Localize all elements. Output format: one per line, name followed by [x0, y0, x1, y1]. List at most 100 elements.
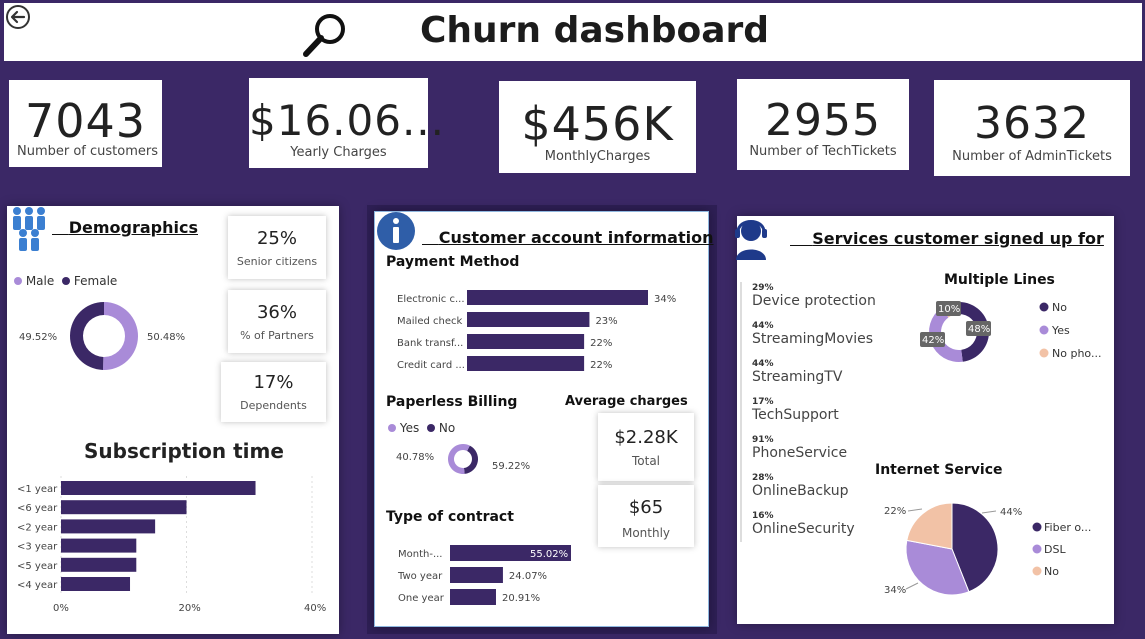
- avg-total-label: Total: [631, 454, 661, 468]
- paperless-donut-chart: 40.78% 59.22%: [396, 444, 530, 474]
- demographics-title: Demographics: [52, 218, 198, 237]
- data-label: 22%: [590, 360, 612, 371]
- data-label: 22%: [590, 338, 612, 349]
- chart-bar: [61, 538, 137, 553]
- legend-dot: [1039, 302, 1049, 312]
- data-label: 34%: [654, 294, 676, 305]
- chart-bar: [467, 356, 585, 371]
- kpi-value: 2955: [765, 95, 881, 146]
- category-label: Electronic c...: [397, 294, 465, 305]
- slice-label-yes: 42%: [922, 335, 944, 346]
- chart-bar: [450, 567, 503, 583]
- category-label: <1 year: [17, 484, 58, 495]
- demographics-title-text: Demographics: [68, 218, 198, 237]
- multiple-lines-donut-chart: 48% 42% 10% No Yes No pho...: [920, 301, 1101, 362]
- chart-slice: [906, 502, 953, 550]
- legend-dot: [14, 277, 22, 285]
- legend-label: No: [1044, 565, 1059, 578]
- label-bg: [966, 321, 991, 336]
- avg-charges-title: Average charges: [565, 394, 688, 409]
- service-pct: 29%: [752, 283, 774, 293]
- category-label: <3 year: [17, 542, 58, 553]
- chart-slice: [905, 539, 970, 596]
- stat-value: 36%: [256, 302, 297, 323]
- chart-slice: [448, 444, 470, 474]
- category-label: Month-...: [398, 549, 443, 560]
- kpi-label: Number of customers: [17, 144, 159, 159]
- tick-label: 20%: [179, 603, 201, 614]
- contract-title: Type of contract: [386, 509, 514, 525]
- kpi-yearly-charges: $16.06... Yearly Charges: [249, 78, 444, 168]
- legend-dot: [1032, 544, 1042, 554]
- services-title-text: Services customer signed up for: [812, 229, 1104, 248]
- subscription-bar-chart: <1 year <6 year <2 year <3 year <5 year <4 ye…: [17, 476, 326, 614]
- account-title: Customer account information: [422, 228, 714, 247]
- chart-bar: [61, 481, 256, 495]
- chart-slice: [959, 302, 990, 362]
- chart-bar: [467, 312, 590, 327]
- back-arrow-icon: [6, 5, 30, 29]
- chart-bar: [450, 545, 571, 561]
- stat-card-senior: 25% Senior citizens: [228, 216, 326, 279]
- slice-label-yes: 59.22%: [492, 461, 530, 472]
- internet-title: Internet Service: [875, 462, 1003, 478]
- legend-no[interactable]: No: [438, 421, 456, 435]
- slice-label-male: 50.48%: [147, 332, 185, 343]
- chart-bar: [450, 589, 496, 605]
- legend-female[interactable]: Female: [73, 274, 118, 288]
- stat-value: 17%: [253, 372, 294, 393]
- page-title: Churn dashboard: [420, 10, 770, 51]
- kpi-admin-tickets: 3632 Number of AdminTickets: [934, 80, 1130, 176]
- legend-label: No: [1052, 301, 1067, 314]
- leader-line: [905, 582, 919, 590]
- info-icon: [377, 212, 415, 250]
- chart-slice: [951, 502, 999, 593]
- chart-bar: [61, 519, 156, 534]
- kpi-customers: 7043 Number of customers: [9, 80, 162, 167]
- contract-bar-chart: Month-... 55.02% Two year 24.07% One year 20.…: [397, 545, 571, 605]
- service-name: PhoneService: [752, 445, 848, 461]
- legend-male[interactable]: Male: [25, 274, 55, 288]
- service-item: 28% OnlineBackup: [752, 473, 876, 511]
- legend-dot: [1032, 522, 1042, 532]
- kpi-value: $456K: [521, 97, 674, 151]
- service-item: 29% Device protection: [752, 283, 876, 321]
- data-label: 23%: [595, 316, 617, 327]
- service-name: StreamingMovies: [752, 331, 874, 347]
- avg-total-card: $2.28K Total: [598, 413, 694, 481]
- kpi-tech-tickets: 2955 Number of TechTickets: [737, 79, 909, 170]
- service-pct: 16%: [752, 511, 774, 521]
- chart-slice: [102, 302, 139, 370]
- legend-dot: [427, 424, 436, 432]
- legend-label: DSL: [1044, 543, 1066, 556]
- chart-slice: [70, 302, 104, 370]
- legend-yes[interactable]: Yes: [399, 421, 420, 435]
- label-bg: [936, 301, 961, 316]
- search-button[interactable]: [298, 7, 354, 61]
- category-label: One year: [398, 593, 445, 604]
- legend-label: Yes: [1051, 324, 1070, 337]
- multiple-lines-title: Multiple Lines: [944, 272, 1055, 288]
- stat-card-partners: 36% % of Partners: [228, 290, 326, 353]
- service-name: Device protection: [752, 293, 876, 309]
- legend-dot: [388, 424, 396, 432]
- internet-pie-chart: 44% 34% 22% Fiber o... DSL No: [884, 502, 1091, 596]
- data-label: 55.02%: [530, 549, 568, 560]
- chart-bar: [467, 334, 585, 349]
- chart-bar: [467, 290, 648, 305]
- avg-monthly-label: Monthly: [621, 526, 671, 540]
- legend-label: Fiber o...: [1044, 521, 1091, 534]
- subscription-title: Subscription time: [84, 439, 284, 463]
- magnifier-icon: [303, 14, 345, 57]
- kpi-value: 3632: [974, 98, 1090, 149]
- services-title: Services customer signed up for: [790, 229, 1104, 248]
- support-agent-icon: [735, 220, 767, 260]
- back-button[interactable]: [5, 4, 31, 30]
- legend-label: No pho...: [1052, 347, 1101, 360]
- category-label: <2 year: [17, 522, 58, 533]
- avg-total-value: $2.28K: [614, 427, 678, 448]
- leader-line: [907, 508, 923, 512]
- service-name: OnlineBackup: [752, 483, 849, 499]
- service-item: 91% PhoneService: [752, 435, 876, 473]
- service-pct: 28%: [752, 473, 774, 483]
